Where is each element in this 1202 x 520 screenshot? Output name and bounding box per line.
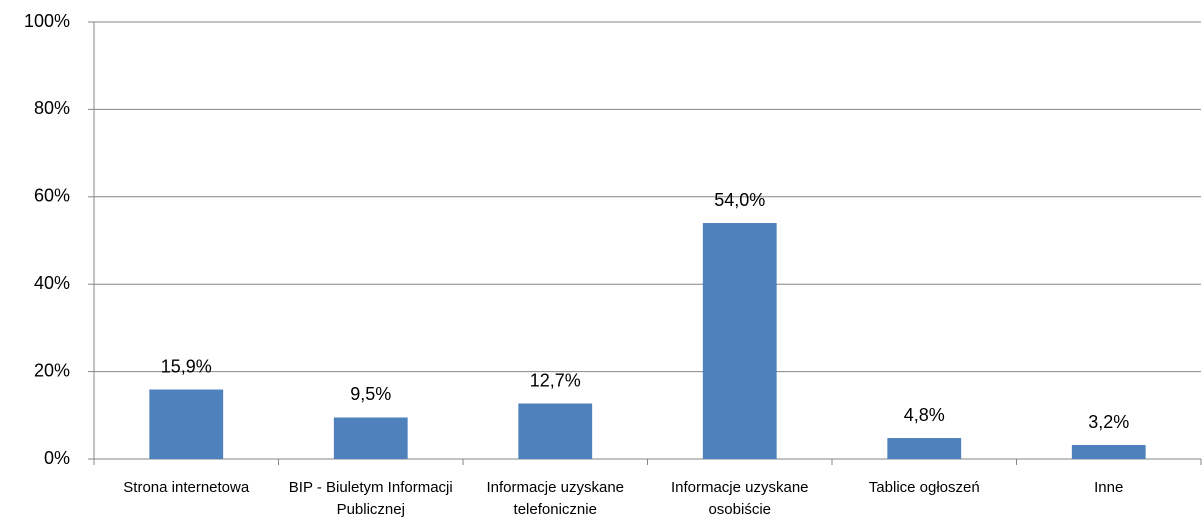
bar (518, 403, 593, 459)
y-tick-label: 20% (34, 360, 70, 380)
value-label: 9,5% (350, 384, 391, 404)
value-label: 12,7% (530, 370, 581, 390)
x-tick-label: Strona internetowa (123, 479, 250, 496)
y-tick-label: 0% (44, 448, 70, 468)
bar (702, 223, 777, 459)
x-tick-label: Tablice ogłoszeń (869, 479, 980, 496)
x-tick-label: Informacje uzyskane telefonicznie (486, 479, 624, 518)
y-tick-label: 100% (24, 11, 70, 31)
x-tick-label: Informacje uzyskane osobiście (671, 479, 809, 518)
value-label: 4,8% (904, 405, 945, 425)
y-tick-label: 40% (34, 273, 70, 293)
value-label: 3,2% (1088, 412, 1129, 432)
bar (149, 389, 224, 459)
bar (333, 417, 408, 459)
x-tick-label: Inne (1094, 479, 1123, 496)
bar (1071, 445, 1146, 459)
y-tick-label: 80% (34, 98, 70, 118)
x-tick-label: BIP - Biuletym Informacji Publicznej (289, 479, 453, 518)
y-tick-label: 60% (34, 186, 70, 206)
value-label: 15,9% (161, 356, 212, 376)
bar (887, 438, 962, 459)
value-label: 54,0% (714, 190, 765, 210)
